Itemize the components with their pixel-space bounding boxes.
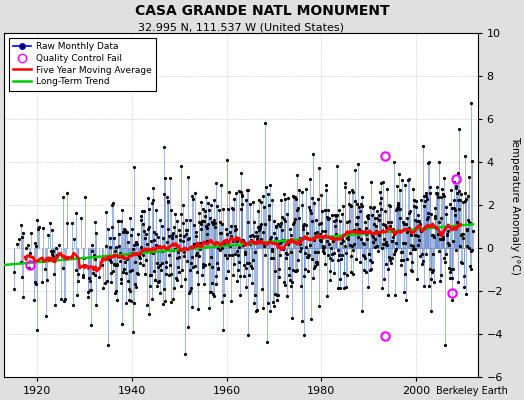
Text: Berkeley Earth: Berkeley Earth [436,386,508,396]
Legend: Raw Monthly Data, Quality Control Fail, Five Year Moving Average, Long-Term Tren: Raw Monthly Data, Quality Control Fail, … [9,38,156,91]
Y-axis label: Temperature Anomaly (°C): Temperature Anomaly (°C) [510,136,520,274]
Title: 32.995 N, 111.537 W (United States): 32.995 N, 111.537 W (United States) [138,22,344,32]
Text: CASA GRANDE NATL MONUMENT: CASA GRANDE NATL MONUMENT [135,4,389,18]
